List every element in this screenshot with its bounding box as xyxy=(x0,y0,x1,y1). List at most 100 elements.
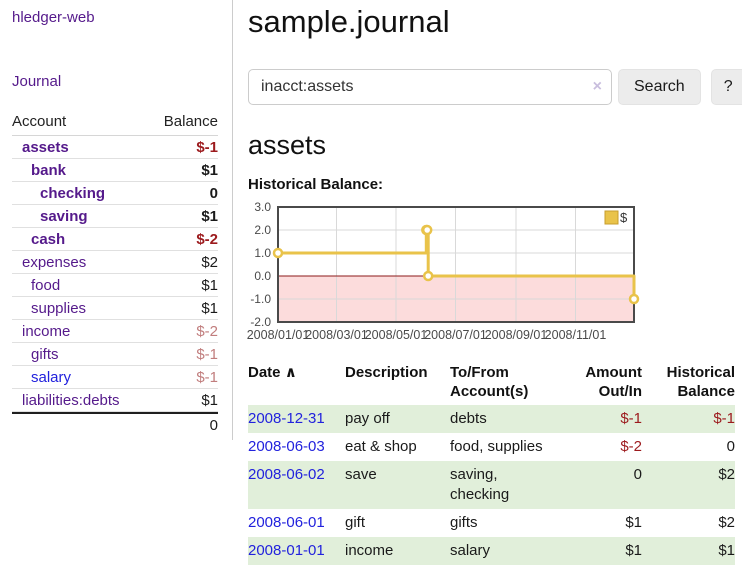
register-date-link[interactable]: 2008-06-01 xyxy=(248,514,325,531)
account-link-gifts[interactable]: gifts xyxy=(31,345,59,363)
account-balance: $-1 xyxy=(196,368,218,386)
register-row: 2008-06-02 save saving, checking 0 $2 xyxy=(248,461,735,509)
register-balance-cell: $-1 xyxy=(713,410,735,427)
search-box: × xyxy=(248,69,612,105)
register-description-cell: eat & shop xyxy=(345,438,417,455)
register-description-cell: pay off xyxy=(345,410,390,427)
svg-text:1.0: 1.0 xyxy=(254,246,271,260)
account-link-liabilities-debts[interactable]: liabilities:debts xyxy=(22,391,120,409)
column-header-date[interactable]: Date ∧ xyxy=(248,361,345,405)
search-button[interactable]: Search xyxy=(618,69,701,105)
column-header-description: Description xyxy=(345,364,428,381)
register-date-link[interactable]: 2008-12-31 xyxy=(248,410,325,427)
register-rows: 2008-12-31 pay off debts $-1 $-1 2008-06-03 ea… xyxy=(248,405,735,565)
register-balance-cell: 0 xyxy=(726,438,735,455)
sort-ascending-icon: ∧ xyxy=(284,364,297,381)
register-date-cell: 2008-06-03 xyxy=(248,433,345,461)
accounts-table: Account Balance assets $-1 bank $1 checking 0… xyxy=(12,111,218,437)
svg-text:0.0: 0.0 xyxy=(254,269,271,283)
account-row: expenses $2 xyxy=(12,251,218,274)
register-date-link[interactable]: 2008-06-02 xyxy=(248,466,325,483)
brand-link[interactable]: hledger-web xyxy=(12,9,95,26)
register-description-cell: gift xyxy=(345,514,366,531)
register-date-cell: 2008-12-31 xyxy=(248,405,345,433)
svg-text:2.0: 2.0 xyxy=(254,223,271,237)
svg-text:2008/09/01: 2008/09/01 xyxy=(485,328,548,342)
account-row: bank $1 xyxy=(12,159,218,182)
accounts-header-account: Account xyxy=(12,113,67,130)
register-balance-cell: $1 xyxy=(718,542,735,559)
account-link-salary[interactable]: salary xyxy=(31,368,72,386)
svg-text:2008/11/01: 2008/11/01 xyxy=(545,328,607,342)
account-row: supplies $1 xyxy=(12,297,218,320)
account-row: gifts $-1 xyxy=(12,343,218,366)
account-link-assets[interactable]: assets xyxy=(22,138,69,156)
register-amount-cell: $1 xyxy=(625,514,642,531)
svg-text:-2.0: -2.0 xyxy=(250,315,271,329)
register-description-cell: save xyxy=(345,466,377,483)
account-row: liabilities:debts $1 xyxy=(12,389,218,412)
account-balance: $1 xyxy=(201,276,218,294)
svg-text:2008/05/01: 2008/05/01 xyxy=(365,328,428,342)
register-balance-cell: $2 xyxy=(718,466,735,483)
register-date-link[interactable]: 2008-06-03 xyxy=(248,438,325,455)
account-balance: $2 xyxy=(201,253,218,271)
column-header-accounts: To/From Account(s) xyxy=(450,364,529,400)
column-header-balance: Historical Balance xyxy=(666,364,735,400)
chart-section-heading: Historical Balance: xyxy=(248,176,384,193)
accounts-rows: assets $-1 bank $1 checking 0 saving $1 cash $-2 e… xyxy=(12,136,218,412)
account-link-income[interactable]: income xyxy=(22,322,71,340)
svg-text:2008/01/01: 2008/01/01 xyxy=(247,328,310,342)
account-row: cash $-2 xyxy=(12,228,218,251)
svg-text:$: $ xyxy=(620,210,628,225)
register-table: Date ∧ Description To/From Account(s) Am… xyxy=(248,361,735,565)
historical-balance-chart: $3.0 2.0 1.0 0.0 -1.0 -2.02008/01/012008/03/0… xyxy=(247,200,640,342)
register-balance-cell: $2 xyxy=(718,514,735,531)
account-row: salary $-1 xyxy=(12,366,218,389)
svg-text:2008/07/01: 2008/07/01 xyxy=(424,328,487,342)
account-link-bank[interactable]: bank xyxy=(31,161,67,179)
account-balance: $-2 xyxy=(196,230,218,248)
account-link-checking[interactable]: checking xyxy=(40,184,106,202)
register-date-link[interactable]: 2008-01-01 xyxy=(248,542,325,559)
account-link-cash[interactable]: cash xyxy=(31,230,66,248)
sidebar: hledger-web Journal Account Balance asse… xyxy=(0,0,233,440)
register-row: 2008-12-31 pay off debts $-1 $-1 xyxy=(248,405,735,433)
search-input[interactable] xyxy=(248,69,612,105)
register-amount-cell: $-2 xyxy=(620,438,642,455)
help-button[interactable]: ? xyxy=(710,69,742,105)
accounts-table-header: Account Balance xyxy=(12,111,218,136)
register-accounts-cell: saving, checking xyxy=(450,466,510,503)
main-content: sample.journal × Search ? assets Histori… xyxy=(247,0,742,565)
register-description-cell: income xyxy=(345,542,394,559)
account-link-supplies[interactable]: supplies xyxy=(31,299,87,317)
register-accounts-cell: gifts xyxy=(450,514,478,531)
register-accounts-cell: food, supplies xyxy=(450,438,543,455)
account-balance: $1 xyxy=(201,299,218,317)
account-balance: $1 xyxy=(201,391,218,409)
page-title: sample.journal xyxy=(248,4,450,39)
account-row: saving $1 xyxy=(12,205,218,228)
account-link-saving[interactable]: saving xyxy=(40,207,88,225)
account-balance: $1 xyxy=(201,161,218,179)
register-date-cell: 2008-01-01 xyxy=(248,537,345,565)
register-accounts-cell: salary xyxy=(450,542,491,559)
account-balance: $-2 xyxy=(196,322,218,340)
svg-text:-1.0: -1.0 xyxy=(250,292,271,306)
register-amount-cell: $1 xyxy=(625,542,642,559)
account-link-food[interactable]: food xyxy=(31,276,61,294)
sidebar-item-journal[interactable]: Journal xyxy=(12,73,62,90)
accounts-header-balance: Balance xyxy=(163,113,218,130)
register-accounts-cell: debts xyxy=(450,410,487,427)
clear-search-icon[interactable]: × xyxy=(592,78,602,95)
account-balance: $1 xyxy=(201,207,218,225)
account-balance: $-1 xyxy=(196,138,218,156)
register-header-row: Date ∧ Description To/From Account(s) Am… xyxy=(248,361,735,405)
search-row: × Search ? xyxy=(248,69,742,105)
account-link-expenses[interactable]: expenses xyxy=(22,253,87,271)
register-row: 2008-01-01 income salary $1 $1 xyxy=(248,537,735,565)
register-row: 2008-06-01 gift gifts $1 $2 xyxy=(248,509,735,537)
register-amount-cell: $-1 xyxy=(620,410,642,427)
svg-text:2008/03/01: 2008/03/01 xyxy=(305,328,368,342)
